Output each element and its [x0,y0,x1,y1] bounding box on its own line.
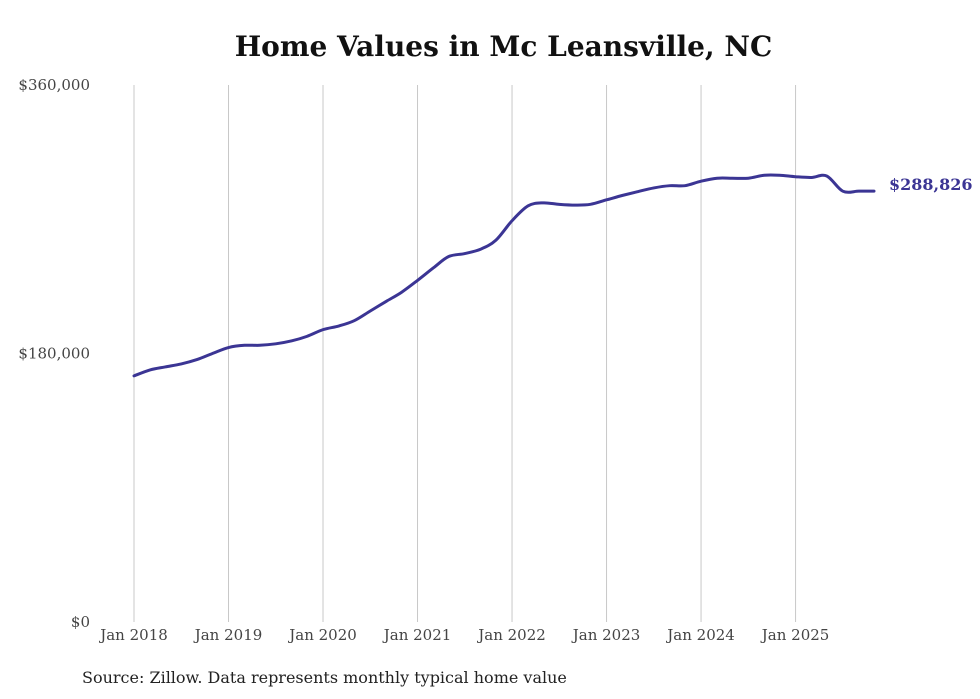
x-tick-label: Jan 2019 [193,626,263,644]
x-tick-label: Jan 2023 [571,626,641,644]
chart-title: Home Values in Mc Leansville, NC [234,30,773,63]
source-note: Source: Zillow. Data represents monthly … [82,668,567,687]
x-tick-label: Jan 2022 [476,626,546,644]
x-tick-label: Jan 2021 [382,626,452,644]
vertical-gridlines [133,85,797,622]
x-tick-label: Jan 2018 [98,626,168,644]
y-axis: $0 $180,000 $360,000 [18,76,90,631]
x-tick-label: Jan 2025 [760,626,830,644]
y-tick-label: $0 [71,613,90,631]
end-value-label: $288,826 [889,175,973,194]
x-tick-label: Jan 2024 [665,626,735,644]
series-line-home-value [132,173,876,378]
x-axis: Jan 2018 Jan 2019 Jan 2020 Jan 2021 Jan 2022… [98,626,829,644]
x-tick-label: Jan 2020 [287,626,357,644]
y-tick-label: $360,000 [18,76,90,94]
y-tick-label: $180,000 [18,345,90,363]
